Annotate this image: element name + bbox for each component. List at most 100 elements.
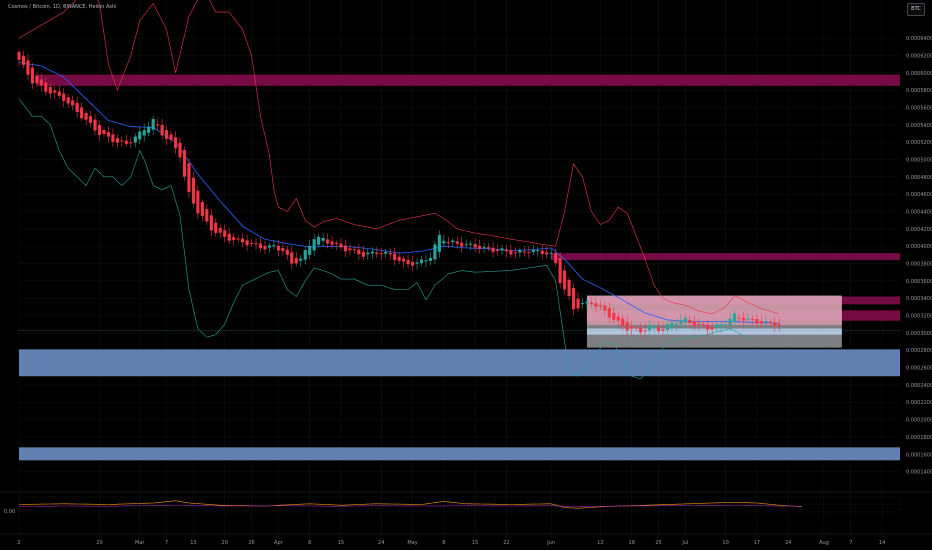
zone-support (19, 447, 900, 461)
candle-body (258, 243, 263, 249)
candle-body (665, 324, 670, 331)
price-tick-label: 0.0002800 (906, 348, 932, 354)
oscillator-label: 0.00 (4, 509, 15, 515)
candle-body (442, 240, 446, 244)
candle-body (598, 305, 602, 307)
time-tick-label: 25 (655, 540, 661, 546)
candle-body (585, 301, 589, 304)
candle-body (397, 256, 401, 261)
candle-body (639, 327, 643, 333)
candle-body (540, 250, 544, 255)
candle-body (93, 119, 97, 131)
time-tick-label: 7 (165, 540, 168, 546)
candle-body (737, 317, 741, 319)
candle-body (326, 239, 330, 244)
candle-body (334, 243, 339, 245)
candle-body (478, 245, 482, 249)
time-tick-label: Jun (546, 540, 555, 546)
candle-body (656, 327, 661, 332)
candle-body (294, 257, 298, 264)
candle-body (236, 238, 240, 240)
candle-body (30, 67, 34, 84)
candle-body (670, 322, 674, 328)
candle-body (84, 112, 88, 120)
time-tick-label: Mar (135, 540, 145, 546)
candle-body (147, 126, 151, 133)
candle-body (66, 97, 70, 104)
candle-body (223, 230, 227, 237)
price-tick-label: 0.0001800 (906, 435, 932, 441)
price-tick-label: 0.0005800 (906, 88, 932, 94)
candle-body (384, 252, 388, 254)
candle-body (299, 258, 303, 261)
time-tick-label: 15 (338, 540, 344, 546)
time-tick-label: May (407, 540, 417, 546)
candle-body (191, 177, 195, 204)
candle-body (120, 140, 124, 142)
candle-body (281, 248, 285, 252)
price-tick-label: 0.0001400 (906, 470, 932, 476)
candle-body (446, 242, 450, 244)
candle-body (133, 136, 137, 143)
candle-body (522, 251, 526, 253)
candle-body (724, 324, 728, 326)
candle-body (129, 142, 133, 144)
candle-body (53, 90, 57, 93)
time-tick-label: 24 (378, 540, 384, 546)
zone-resistance (36, 74, 901, 86)
currency-badge[interactable]: BTC (907, 3, 925, 16)
candle-body (504, 249, 509, 252)
candle-body (652, 326, 656, 328)
price-tick-label: 0.0003800 (906, 262, 932, 268)
candle-body (249, 242, 254, 244)
candle-body (218, 227, 222, 233)
candle-body (460, 242, 464, 247)
candle-body (513, 252, 517, 254)
candle-body (683, 317, 687, 323)
candle-body (451, 240, 455, 243)
oscillator-pane[interactable]: 0.00 (0, 491, 932, 515)
candle-body (464, 244, 468, 246)
candle-body (607, 308, 611, 318)
candle-body (567, 280, 571, 297)
candle-body (710, 327, 714, 330)
candle-body (469, 243, 473, 245)
candle-body (706, 324, 710, 330)
candle-body (62, 93, 66, 101)
candle-body (187, 163, 191, 193)
candle-body (692, 321, 696, 326)
candle-body (750, 318, 754, 320)
indicator-line-2 (18, 98, 753, 380)
candle-body (115, 138, 119, 143)
candle-body (35, 75, 39, 84)
time-tick-label: 22 (503, 540, 509, 546)
candle-body (330, 241, 334, 245)
zone-pink-highlight (586, 295, 842, 326)
candle-body (527, 251, 531, 253)
time-tick-label: 10 (722, 540, 728, 546)
candle-body (589, 302, 593, 305)
candle-body (214, 222, 218, 233)
time-axis[interactable]: 2 20 Mar 7 13 20 26 Apr 8 15 24 May 8 15 22 Jun 12 19 25 Ju… (0, 533, 932, 546)
candle-body (57, 91, 61, 96)
candle-body (285, 249, 289, 255)
candle-body (169, 134, 173, 141)
candle-body (375, 252, 379, 254)
price-tick-label: 0.0004200 (906, 227, 932, 233)
candle-body (254, 243, 258, 245)
price-axis[interactable]: 0.0006400 0.0006200 0.0006000 0.0005800 0.00… (906, 36, 932, 475)
price-tick-label: 0.0002000 (906, 418, 932, 424)
candle-body (728, 318, 732, 325)
candle-body (437, 234, 441, 252)
candle-body (580, 303, 585, 305)
indicator-line-1 (18, 0, 780, 315)
candle-body (410, 262, 415, 266)
time-tick-label: 24 (785, 540, 791, 546)
candle-body (348, 248, 352, 251)
time-tick-label: 13 (190, 540, 196, 546)
time-tick-label: 8 (308, 540, 311, 546)
candle-body (196, 190, 200, 214)
candle-body (563, 270, 567, 290)
candle-body (182, 150, 187, 177)
